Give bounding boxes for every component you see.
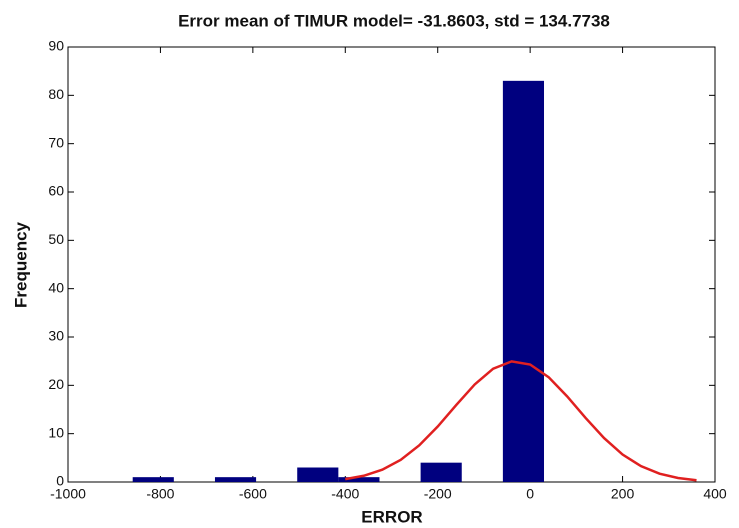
bar: [338, 477, 380, 482]
bar: [214, 477, 257, 482]
bar: [502, 80, 545, 482]
x-tick-label: -600: [239, 486, 267, 502]
y-tick-label: 40: [48, 279, 64, 295]
plot-frame: [67, 46, 716, 483]
y-tick-label: 80: [48, 86, 64, 102]
y-tick-label: 30: [48, 328, 64, 344]
chart-title: Error mean of TIMUR model= -31.8603, std…: [178, 11, 610, 30]
bar: [297, 467, 339, 482]
x-tick-label: -1000: [50, 486, 86, 502]
x-tick-label: 200: [611, 486, 635, 502]
x-tick-label: 0: [526, 486, 534, 502]
y-tick-label: 90: [48, 38, 64, 54]
y-tick-label: 0: [56, 473, 64, 489]
x-tick-label: -400: [331, 486, 359, 502]
x-tick-label: 400: [703, 486, 727, 502]
y-axis-label: Frequency: [11, 221, 30, 308]
fit-curve: [345, 360, 697, 482]
x-axis-label: ERROR: [361, 507, 422, 526]
y-tick-label: 50: [48, 231, 64, 247]
x-tick-label: -800: [146, 486, 174, 502]
bar: [132, 477, 174, 482]
y-tick-label: 20: [48, 376, 64, 392]
y-tick-label: 70: [48, 134, 64, 150]
y-tick-label: 60: [48, 183, 64, 199]
x-tick-label: -200: [424, 486, 452, 502]
bar: [420, 462, 462, 482]
y-tick-label: 10: [48, 424, 64, 440]
